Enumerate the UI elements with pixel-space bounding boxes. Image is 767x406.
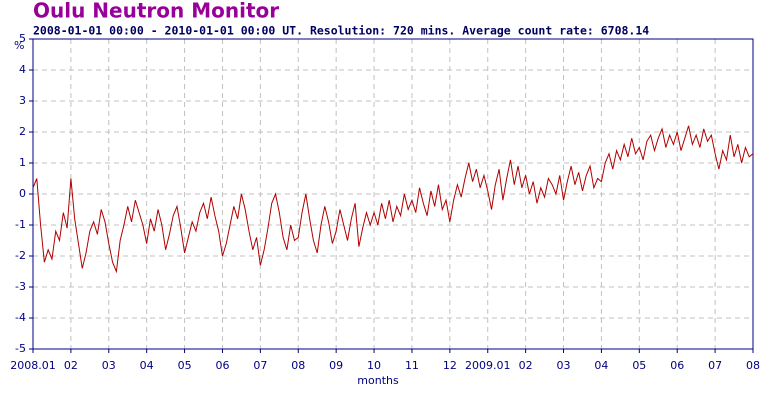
x-tick-label: 09 [329, 359, 343, 372]
x-tick-label: 05 [632, 359, 646, 372]
x-tick-label: 03 [102, 359, 116, 372]
x-tick-label: 08 [746, 359, 760, 372]
x-tick-label: 03 [557, 359, 571, 372]
x-tick-label: 06 [215, 359, 229, 372]
x-tick-label: 07 [708, 359, 722, 372]
y-tick-label: 1 [19, 156, 26, 169]
y-tick-label: 4 [19, 63, 26, 76]
x-axis-label: months [357, 374, 399, 387]
y-tick-label: -5 [15, 342, 26, 355]
x-tick-label: 12 [443, 359, 457, 372]
data-line [32, 125, 754, 274]
y-tick-label: -4 [15, 311, 26, 324]
chart-subtitle: 2008-01-01 00:00 - 2010-01-01 00:00 UT. … [33, 24, 649, 38]
y-tick-label: 0 [19, 187, 26, 200]
x-tick-label: 04 [594, 359, 608, 372]
y-tick-label: -2 [15, 249, 26, 262]
x-tick-label: 04 [140, 359, 154, 372]
x-tick-label: 07 [253, 359, 267, 372]
y-tick-label: 2 [19, 125, 26, 138]
y-axis-label: % [14, 39, 24, 52]
x-tick-label: 11 [405, 359, 419, 372]
chart-title: Oulu Neutron Monitor [33, 0, 279, 23]
y-tick-label: 3 [19, 94, 26, 107]
plot-frame [32, 38, 754, 350]
x-tick-label: 10 [367, 359, 381, 372]
x-tick-label: 06 [670, 359, 684, 372]
y-tick-label: 5 [19, 32, 26, 45]
x-tick-label: 2008.01 [10, 359, 56, 372]
x-tick-label: 05 [178, 359, 192, 372]
x-tick-label: 02 [519, 359, 533, 372]
y-tick-label: -3 [15, 280, 26, 293]
x-tick-label: 2009.01 [465, 359, 511, 372]
x-tick-label: 02 [64, 359, 78, 372]
x-tick-label: 08 [291, 359, 305, 372]
y-tick-label: -1 [15, 218, 26, 231]
